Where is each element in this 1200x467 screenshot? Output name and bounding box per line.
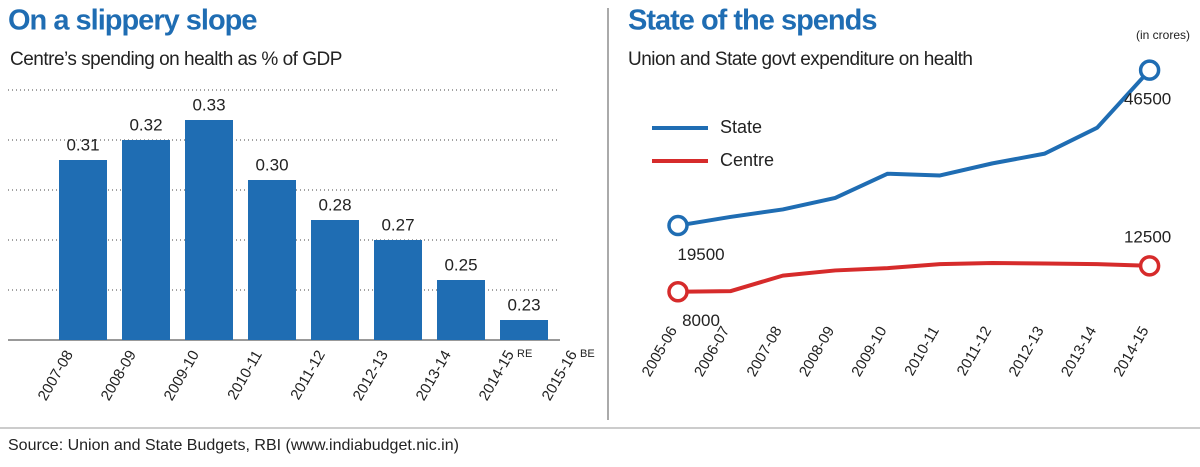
category-note: RE: [517, 348, 532, 360]
end-marker: [667, 280, 689, 303]
end-marker: [1138, 59, 1161, 81]
data-label: 0.33: [192, 95, 225, 114]
data-label: 46500: [1124, 90, 1171, 109]
data-label: 12500: [1124, 227, 1171, 246]
bar: [185, 120, 233, 340]
data-label: 0.23: [507, 295, 540, 314]
annotation: (in crores): [1136, 28, 1190, 42]
bar: [374, 240, 422, 340]
data-label: 8000: [682, 311, 720, 330]
chart-title: On a slippery slope: [8, 5, 257, 37]
data-label: 0.28: [318, 195, 351, 214]
chart-subtitle: Centre’s spending on health as % of GDP: [10, 49, 342, 70]
legend-label: State: [720, 117, 762, 137]
data-label: 0.32: [129, 115, 162, 134]
chart-title: State of the spends: [628, 5, 877, 37]
bar: [122, 140, 170, 340]
bar: [500, 320, 548, 340]
bar: [59, 160, 107, 340]
data-label: 0.25: [444, 255, 477, 274]
bar: [248, 180, 296, 340]
bar: [311, 220, 359, 340]
data-label: 0.31: [66, 135, 99, 154]
end-marker: [667, 214, 689, 237]
end-marker: [1138, 255, 1161, 277]
chart-subtitle: Union and State govt expenditure on heal…: [628, 49, 973, 70]
category-note: BE: [580, 348, 595, 360]
series-line: [677, 260, 1150, 294]
bar: [437, 280, 485, 340]
legend-label: Centre: [720, 150, 774, 170]
data-label: 0.27: [381, 215, 414, 234]
data-label: 19500: [677, 245, 724, 264]
series-line: [677, 68, 1152, 228]
data-label: 0.30: [255, 155, 288, 174]
source: Source: Union and State Budgets, RBI (ww…: [8, 437, 459, 454]
